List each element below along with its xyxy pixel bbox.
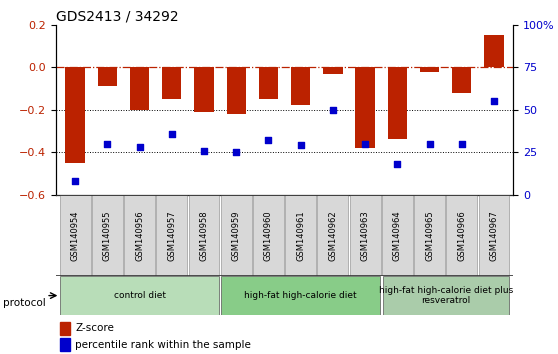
Text: GDS2413 / 34292: GDS2413 / 34292 [56,10,179,24]
Text: GSM140966: GSM140966 [458,210,466,261]
Text: GSM140955: GSM140955 [103,210,112,261]
Point [135,144,144,150]
Bar [92,195,123,276]
Bar [124,195,155,276]
Bar [259,67,278,99]
Text: GSM140957: GSM140957 [167,210,176,261]
Point [264,137,273,143]
Point [393,161,402,167]
Text: GSM140954: GSM140954 [71,210,80,261]
Bar [227,67,246,114]
Text: control diet: control diet [114,291,166,300]
Text: percentile rank within the sample: percentile rank within the sample [75,340,251,350]
Bar [355,67,375,148]
Bar [98,67,117,86]
Bar [162,67,181,99]
Bar [194,67,214,112]
Point [103,141,112,147]
Bar [60,338,70,351]
Point [167,131,176,136]
Bar [60,276,219,315]
Bar [130,67,149,110]
Point [329,107,338,113]
Text: GSM140967: GSM140967 [489,210,498,261]
Text: high-fat high-calorie diet: high-fat high-calorie diet [244,291,357,300]
Bar [383,276,509,315]
Point [71,178,80,184]
Text: Z-score: Z-score [75,323,114,333]
Text: GSM140962: GSM140962 [329,210,338,261]
Bar [382,195,413,276]
Text: GSM140963: GSM140963 [360,210,369,261]
Point [296,143,305,148]
Bar [65,67,85,163]
Bar [291,67,310,105]
Text: GSM140956: GSM140956 [135,210,144,261]
Point [489,98,498,104]
Text: GSM140960: GSM140960 [264,210,273,261]
Bar [479,195,509,276]
Bar [452,67,472,93]
Bar [60,322,70,335]
Bar [156,195,187,276]
Point [458,141,466,147]
Text: protocol: protocol [3,298,46,308]
Point [425,141,434,147]
Bar [446,195,477,276]
Bar [222,276,380,315]
Bar [60,195,90,276]
Text: GSM140965: GSM140965 [425,210,434,261]
Text: GSM140964: GSM140964 [393,210,402,261]
Text: high-fat high-calorie diet plus
resveratrol: high-fat high-calorie diet plus resverat… [378,286,513,305]
Bar [420,67,439,72]
Bar [253,195,284,276]
Bar [221,195,252,276]
Bar [323,67,343,74]
Text: GSM140961: GSM140961 [296,210,305,261]
Bar [414,195,445,276]
Text: GSM140959: GSM140959 [232,210,240,261]
Bar [189,195,219,276]
Point [200,148,209,153]
Bar [285,195,316,276]
Bar [318,195,348,276]
Bar [350,195,381,276]
Text: GSM140958: GSM140958 [200,210,209,261]
Point [360,141,369,147]
Bar [388,67,407,139]
Point [232,149,240,155]
Bar [484,35,504,67]
